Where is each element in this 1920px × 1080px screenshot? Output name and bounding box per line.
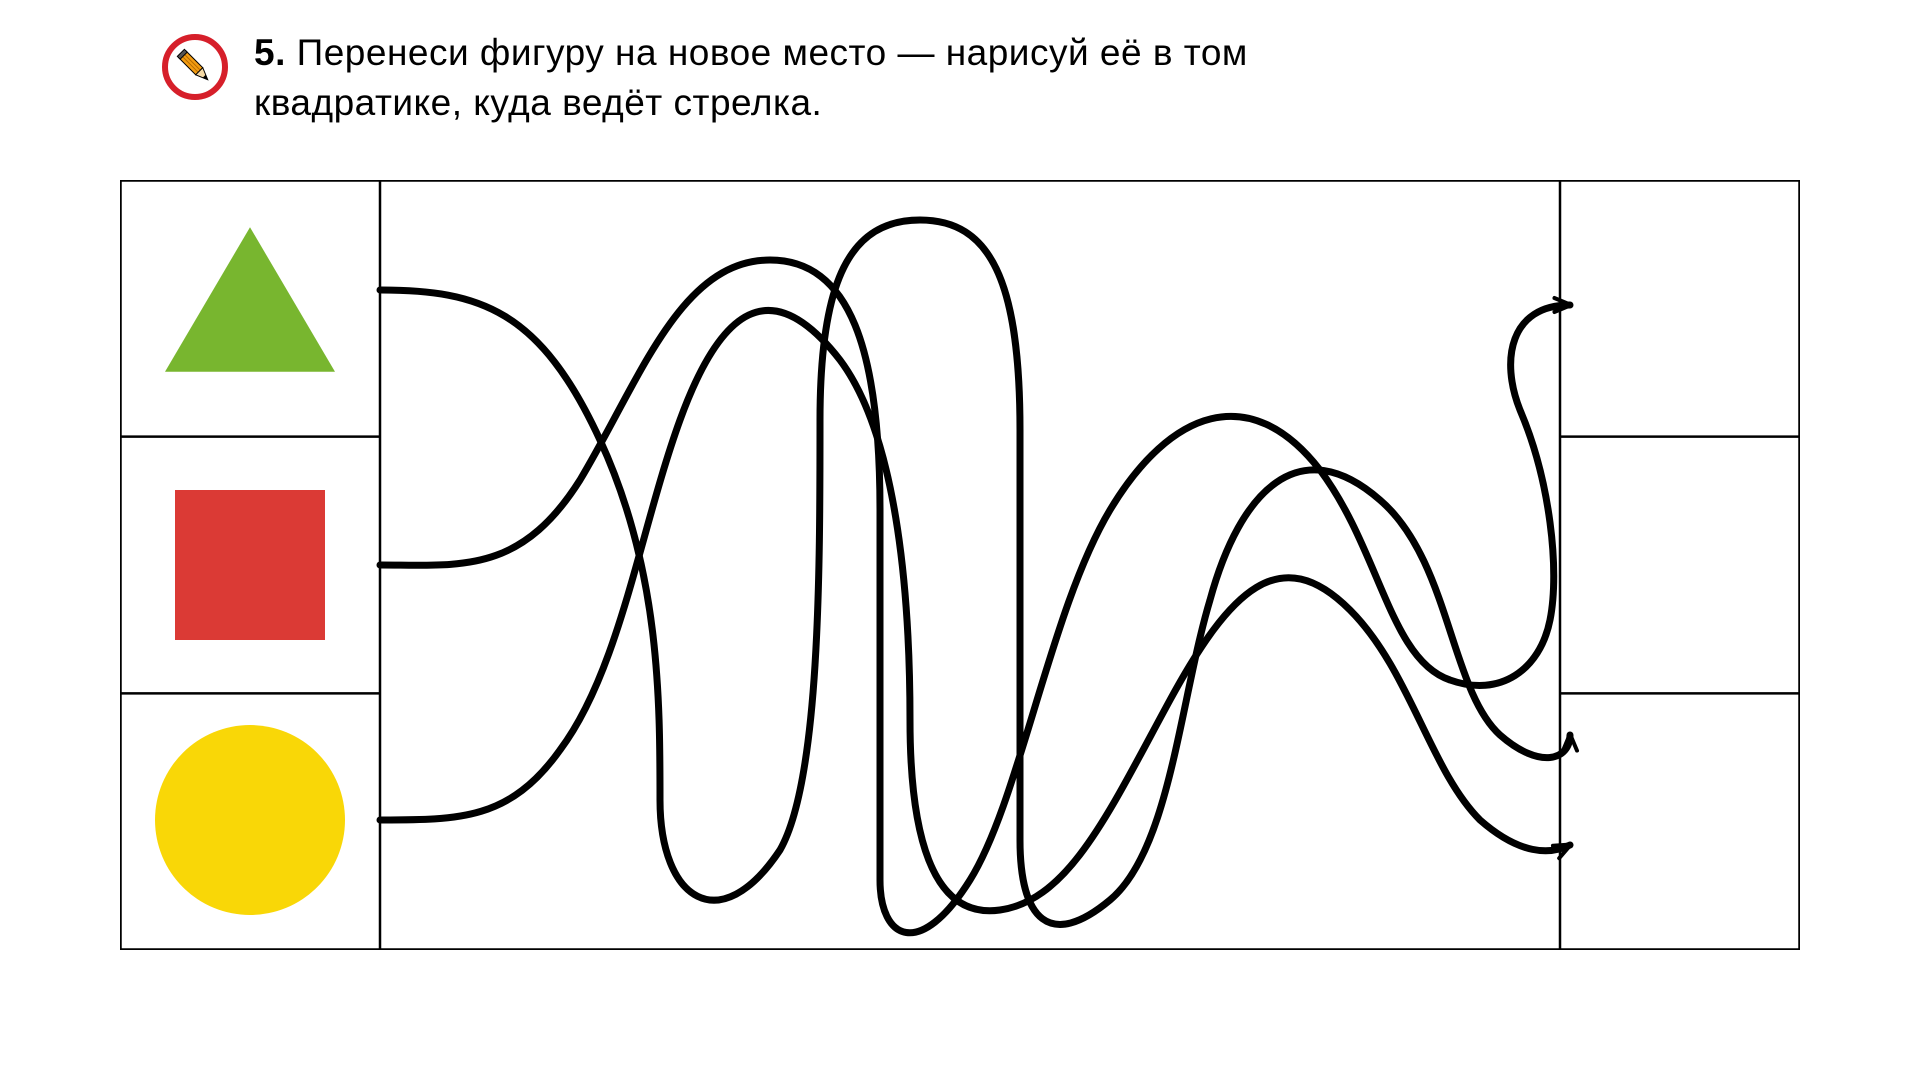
- worksheet-page: 5. Перенеси фигуру на новое место — нари…: [0, 0, 1920, 1080]
- square-shape: [175, 490, 325, 640]
- task-number: 5.: [254, 32, 286, 73]
- task-text-line1: Перенеси фигуру на новое место — нарисуй…: [297, 32, 1248, 73]
- task-instruction: 5. Перенеси фигуру на новое место — нари…: [254, 28, 1248, 128]
- task-header: 5. Перенеси фигуру на новое место — нари…: [160, 28, 1780, 128]
- puzzle-area: [120, 180, 1800, 955]
- pencil-icon: [160, 32, 230, 107]
- circle-shape: [155, 725, 345, 915]
- task-text-line2: квадратике, куда ведёт стрелка.: [254, 82, 822, 123]
